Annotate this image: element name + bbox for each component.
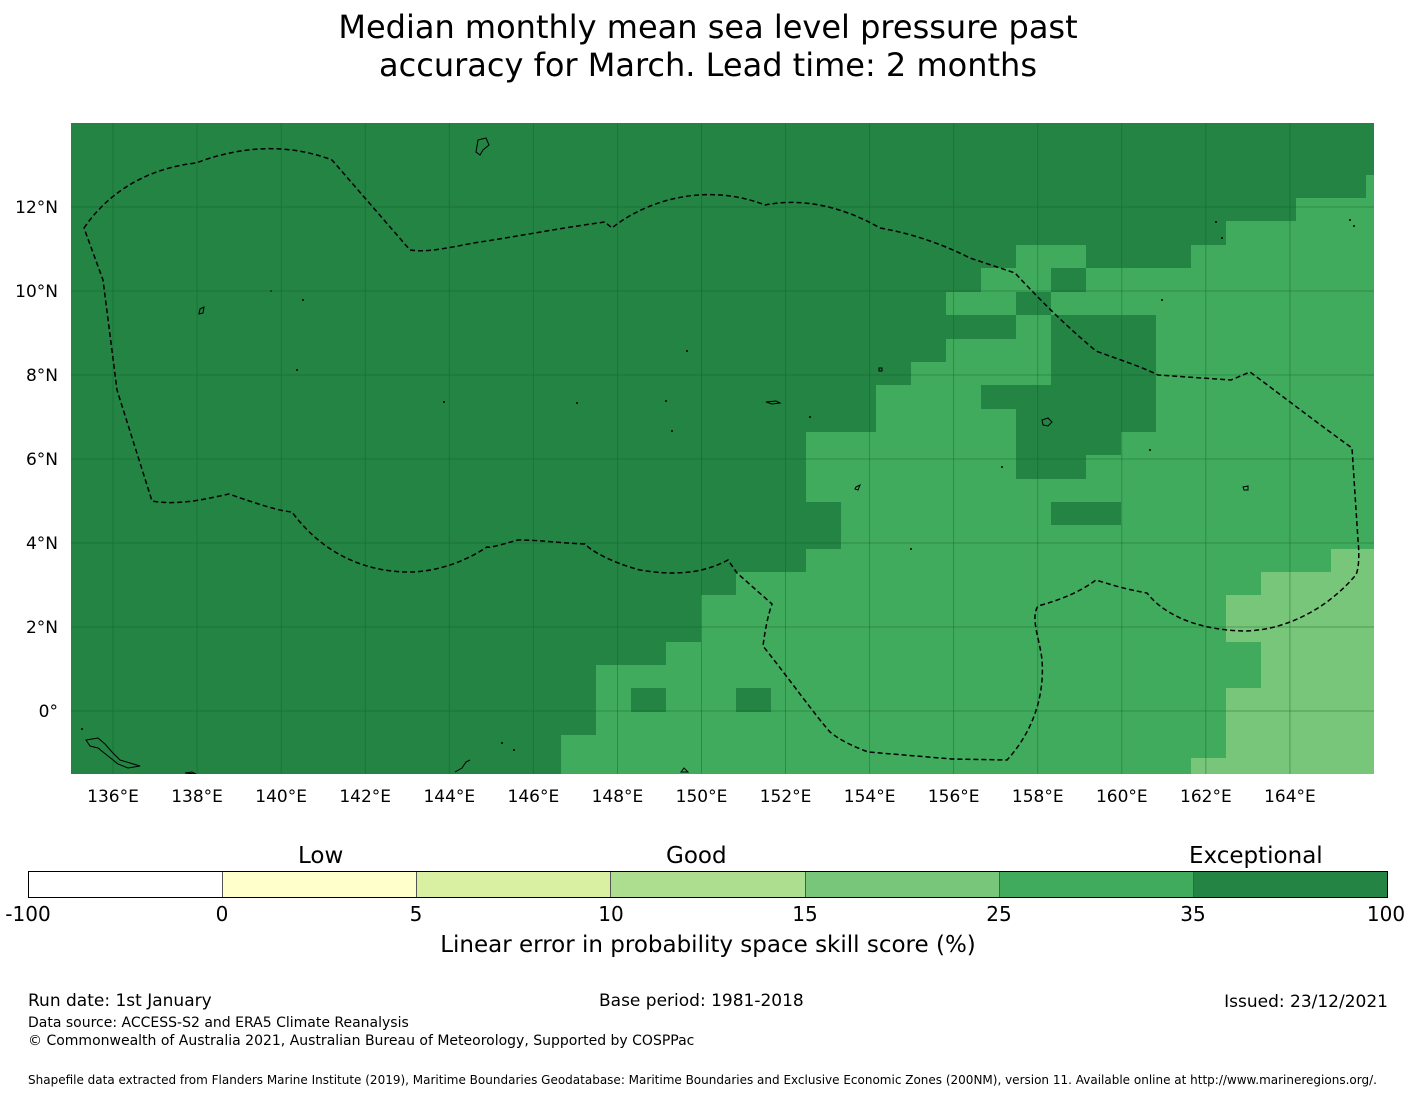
base-period: Base period: 1981-2018 xyxy=(599,991,804,1011)
colorbar-tick: 5 xyxy=(409,902,423,926)
latitude-tick-label: 0° xyxy=(39,702,58,722)
colorbar-tick: 0 xyxy=(215,902,229,926)
latitude-tick-label: 6°N xyxy=(26,450,58,470)
colorbar-tick: 35 xyxy=(1180,902,1206,926)
longitude-tick-label: 154°E xyxy=(844,787,896,807)
copyright: © Commonwealth of Australia 2021, Austra… xyxy=(28,1033,695,1049)
colorbar-bin-35-100 xyxy=(1193,872,1387,897)
longitude-tick-label: 158°E xyxy=(1012,787,1064,807)
longitude-tick-label: 162°E xyxy=(1180,787,1232,807)
longitude-tick-label: 164°E xyxy=(1264,787,1316,807)
colorbar-tick: 100 xyxy=(1366,902,1406,926)
latitude-tick-labels: 12°N 10°N 8°N 6°N 4°N 2°N 0° xyxy=(15,198,58,722)
good-skill-region xyxy=(561,175,1374,774)
longitude-tick-label: 148°E xyxy=(592,787,644,807)
colorbar-tick: -100 xyxy=(5,902,51,926)
small-islands xyxy=(81,219,1355,751)
longitude-tick-label: 144°E xyxy=(423,787,475,807)
run-date: Run date: 1st January xyxy=(28,991,212,1011)
colorbar-label-good: Good xyxy=(666,843,727,869)
longitude-tick-label: 150°E xyxy=(676,787,728,807)
data-source: Data source: ACCESS-S2 and ERA5 Climate … xyxy=(28,1015,409,1031)
longitude-tick-label: 156°E xyxy=(928,787,980,807)
colorbar-tick: 15 xyxy=(792,902,818,926)
longitude-tick-label: 152°E xyxy=(760,787,812,807)
longitude-tick-label: 160°E xyxy=(1096,787,1148,807)
longitude-tick-label: 142°E xyxy=(339,787,391,807)
colorbar-bin-5-10 xyxy=(417,872,612,897)
shapefile-credit: Shapefile data extracted from Flanders M… xyxy=(28,1073,1377,1087)
latitude-tick-label: 12°N xyxy=(15,198,58,218)
longitude-tick-label: 136°E xyxy=(87,787,139,807)
colorbar-bin-25-35 xyxy=(999,872,1194,897)
map-title-line-2: accuracy for March. Lead time: 2 months xyxy=(379,46,1037,84)
colorbar-bin-0-5 xyxy=(223,872,418,897)
colorbar-tick: 10 xyxy=(598,902,624,926)
latitude-tick-label: 10°N xyxy=(15,282,58,302)
colorbar-bin-neg100-0 xyxy=(29,872,224,897)
colorbar xyxy=(28,871,1388,898)
moderate-skill-region xyxy=(1191,549,1374,774)
colorbar-tick: 25 xyxy=(986,902,1012,926)
longitude-tick-label: 140°E xyxy=(255,787,307,807)
longitude-tick-labels: 136°E 138°E 140°E 142°E 144°E 146°E 148°E 150°E… xyxy=(87,787,1316,807)
latitude-tick-label: 4°N xyxy=(26,534,58,554)
eez-boundaries xyxy=(83,147,1360,761)
colorbar-title: Linear error in probability space skill … xyxy=(440,932,976,958)
colorbar-label-low: Low xyxy=(298,843,344,869)
longitude-tick-label: 146°E xyxy=(508,787,560,807)
colorbar-bin-15-25 xyxy=(805,872,1000,897)
coastlines xyxy=(85,137,1249,774)
issued-date: Issued: 23/12/2021 xyxy=(1224,992,1388,1012)
latitude-tick-label: 8°N xyxy=(26,366,58,386)
longitude-tick-label: 138°E xyxy=(171,787,223,807)
latitude-tick-label: 2°N xyxy=(26,618,58,638)
exceptional-patches xyxy=(631,268,1156,712)
map-title-line-1: Median monthly mean sea level pressure p… xyxy=(338,8,1078,46)
colorbar-label-exceptional: Exceptional xyxy=(1189,843,1323,869)
colorbar-bin-10-15 xyxy=(611,872,806,897)
